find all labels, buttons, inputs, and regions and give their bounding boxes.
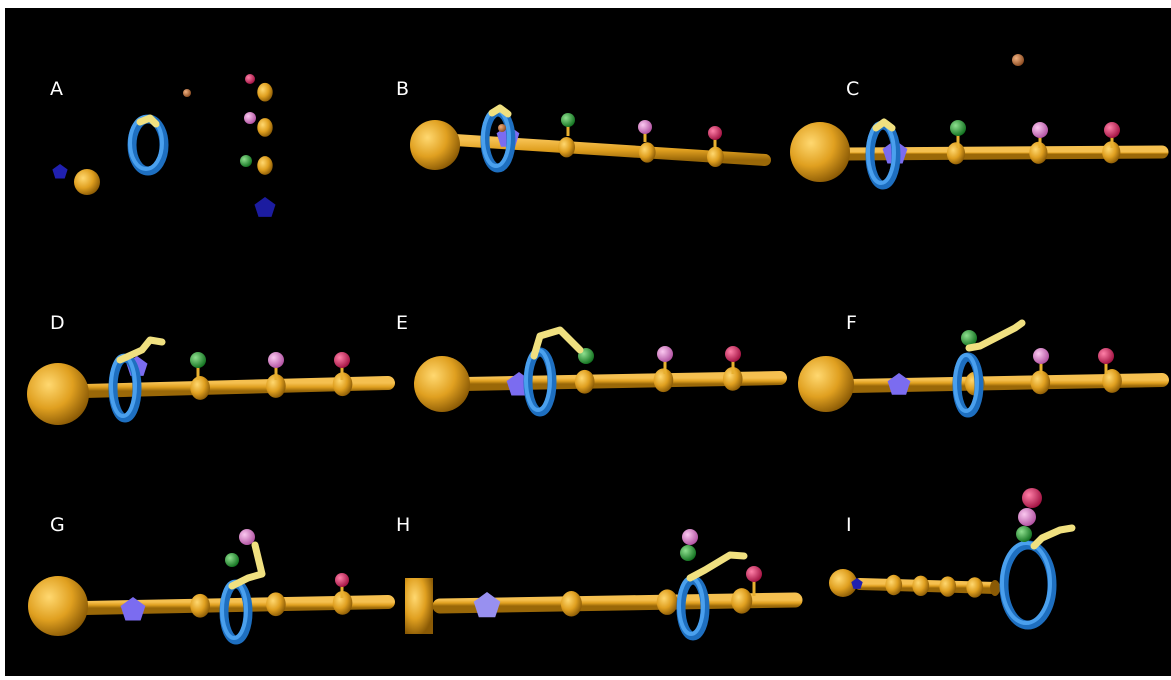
axle-knob bbox=[731, 588, 752, 614]
axle-knob bbox=[657, 589, 678, 615]
figure: A B C D E F G H I bbox=[0, 0, 1171, 680]
axle-knob bbox=[939, 576, 956, 596]
pink-ball bbox=[244, 112, 256, 124]
axle-knob bbox=[257, 83, 272, 102]
panel-label: B bbox=[396, 78, 409, 100]
axle-knob bbox=[257, 156, 272, 175]
red-ball bbox=[245, 74, 255, 84]
axle-knob bbox=[561, 591, 582, 617]
axle-knob bbox=[707, 147, 724, 167]
stopper bbox=[405, 578, 433, 634]
red-ball bbox=[725, 346, 741, 362]
panel-label: A bbox=[50, 78, 63, 100]
axle-knob bbox=[575, 370, 595, 394]
axle-knob bbox=[266, 592, 286, 616]
stopper bbox=[798, 356, 854, 412]
green-ball bbox=[1016, 526, 1032, 542]
copper-ball bbox=[1012, 54, 1024, 66]
green-ball bbox=[561, 113, 575, 127]
green-ball bbox=[680, 545, 696, 561]
axle-knob bbox=[257, 118, 272, 137]
green-ball bbox=[240, 155, 252, 167]
panel-label: D bbox=[50, 312, 65, 334]
green-ball bbox=[950, 120, 966, 136]
pink-ball bbox=[657, 346, 673, 362]
panel-label: H bbox=[396, 514, 410, 536]
axle-knob bbox=[966, 577, 983, 597]
green-ball bbox=[225, 553, 239, 567]
panel-label: G bbox=[50, 514, 65, 536]
axle-knob bbox=[558, 137, 575, 157]
panel-label: E bbox=[396, 312, 408, 334]
red-ball bbox=[708, 126, 722, 140]
stopper bbox=[27, 363, 89, 425]
stopper bbox=[410, 120, 460, 170]
panel-label: I bbox=[846, 514, 852, 536]
axle-end bbox=[990, 580, 1000, 596]
red-ball bbox=[1022, 488, 1042, 508]
red-ball bbox=[1098, 348, 1114, 364]
panel-label: F bbox=[846, 312, 857, 334]
stopper bbox=[414, 356, 470, 412]
pink-ball bbox=[268, 352, 284, 368]
pink-ball bbox=[682, 529, 698, 545]
axle-knob bbox=[654, 368, 674, 392]
red-ball bbox=[1104, 122, 1120, 138]
axle-knob bbox=[912, 576, 929, 596]
red-ball bbox=[334, 352, 350, 368]
axle-knob bbox=[1031, 370, 1051, 394]
background bbox=[5, 8, 1171, 676]
copper-ball bbox=[498, 124, 506, 132]
stopper bbox=[74, 169, 100, 195]
axle-knob bbox=[639, 142, 656, 162]
stopper bbox=[28, 576, 88, 636]
axle-knob bbox=[885, 575, 902, 595]
axle-knob bbox=[190, 376, 210, 400]
pink-ball bbox=[1032, 122, 1048, 138]
pink-ball bbox=[638, 120, 652, 134]
copper-ball bbox=[183, 89, 191, 97]
axle-knob bbox=[1029, 142, 1047, 164]
axle-knob bbox=[947, 142, 965, 164]
axle-knob bbox=[190, 594, 210, 618]
green-ball bbox=[190, 352, 206, 368]
red-ball bbox=[746, 566, 762, 582]
pink-ball bbox=[1018, 508, 1036, 526]
pink-ball bbox=[1033, 348, 1049, 364]
panel-label: C bbox=[846, 78, 859, 100]
red-ball bbox=[335, 573, 349, 587]
stopper bbox=[790, 122, 850, 182]
